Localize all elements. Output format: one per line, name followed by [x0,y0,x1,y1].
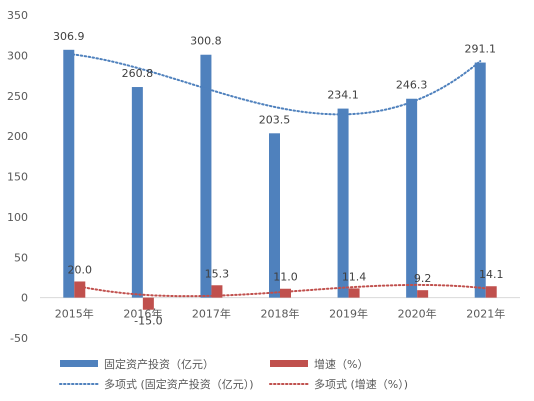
growth-data-label: 20.0 [68,263,93,276]
legend: 固定资产投资（亿元） 增速（%） 多项式 (固定资产投资（亿元）) 多项式 (增速（%… [59,357,408,391]
investment-data-label: 234.1 [327,89,359,102]
growth-bar [211,285,223,298]
investment-trendline [67,52,482,116]
y-tick-label: 350 [7,9,28,22]
investment-data-label: 246.3 [396,79,428,92]
legend-growth-trend: 多项式 (增速（%）) [269,377,408,391]
investment-bar [131,87,143,298]
investment-bar [406,98,418,298]
data-labels: 306.9 260.8 300.8 203.5 234.1 246.3 291.1 20.0 -… [53,30,503,328]
investment-bar [269,133,280,298]
legend-swatch [270,360,308,367]
investment-bar [200,54,212,298]
x-tick-label: 2015年 [55,307,94,321]
investment-bar [474,62,486,298]
growth-data-label: 14.1 [479,268,504,281]
legend-label: 固定资产投资（亿元） [104,357,214,371]
y-tick-label: 150 [7,171,28,184]
bars [63,49,497,310]
investment-data-label: 260.8 [122,67,154,80]
growth-bar [280,288,291,298]
investment-bar [337,108,349,298]
x-tick-label: 2019年 [329,307,368,321]
growth-bar [142,297,154,310]
legend-label: 增速（%） [314,357,368,371]
growth-trendline [78,283,493,298]
growth-bar [74,281,86,298]
growth-data-label: 11.0 [273,271,298,284]
x-tick-label: 2016年 [123,307,162,321]
investment-bar [63,49,75,298]
y-tick-label: 100 [7,211,28,224]
growth-data-label: -15.0 [134,315,162,328]
legend-label: 多项式 (增速（%）) [314,377,408,391]
trendlines [67,52,493,298]
growth-bar [485,286,497,298]
growth-data-label: 15.3 [205,267,230,280]
legend-growth: 增速（%） [270,357,368,371]
y-axis: -50 0 50 100 150 200 250 300 350 [7,9,28,345]
growth-data-label: 9.2 [414,272,432,285]
y-tick-label: 50 [14,251,28,264]
x-tick-label: 2018年 [261,307,300,321]
x-tick-label: 2021年 [466,307,505,321]
legend-swatch [60,360,98,367]
investment-data-label: 203.5 [259,113,291,126]
growth-bar [348,288,360,298]
legend-investment-trend: 多项式 (固定资产投资（亿元）) [59,377,254,391]
investment-data-label: 291.1 [464,43,496,56]
x-tick-label: 2020年 [398,307,437,321]
y-tick-label: -50 [10,332,28,345]
growth-bar [417,290,429,298]
y-tick-label: 250 [7,90,28,103]
x-tick-label: 2017年 [192,307,231,321]
investment-data-label: 306.9 [53,30,85,43]
legend-label: 多项式 (固定资产投资（亿元）) [104,377,254,391]
y-tick-label: 300 [7,49,28,62]
y-tick-label: 0 [21,292,28,305]
x-axis-labels: 2015年 2016年 2017年 2018年 2019年 2020年 2021年 [55,307,505,321]
y-tick-label: 200 [7,130,28,143]
investment-data-label: 300.8 [190,35,222,48]
legend-investment: 固定资产投资（亿元） [60,357,214,371]
growth-data-label: 11.4 [342,270,367,283]
